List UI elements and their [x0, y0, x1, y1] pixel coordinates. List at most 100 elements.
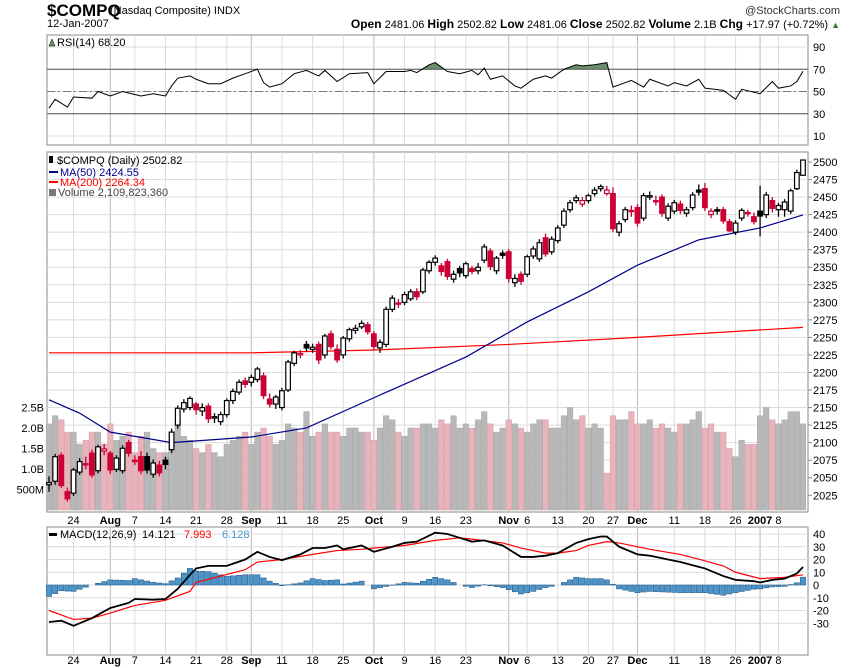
- macd-histogram-bar: [303, 580, 310, 586]
- candle-body: [58, 454, 65, 487]
- high-label: High: [427, 17, 455, 31]
- volume-bar: [242, 431, 249, 511]
- candle: [199, 403, 206, 416]
- candle: [150, 459, 157, 478]
- candle-body: [751, 216, 757, 223]
- macd-histogram-bar: [450, 582, 457, 586]
- candle: [89, 449, 95, 478]
- volume-bar: [156, 452, 163, 511]
- rsi-tick-label: 10: [813, 131, 825, 143]
- candle-body: [640, 195, 647, 219]
- volume-bar: [750, 444, 758, 511]
- candle-body: [364, 324, 371, 333]
- macd-histogram-bar: [567, 579, 573, 586]
- candle-body: [536, 242, 543, 260]
- candle-body: [346, 329, 353, 340]
- candle-body: [389, 297, 396, 310]
- candle: [487, 248, 494, 271]
- candle-body: [82, 463, 89, 466]
- date-tick-label: Oct: [365, 515, 384, 527]
- macd-histogram-bar: [211, 572, 218, 586]
- volume-tick-label: 1.5B: [21, 444, 44, 456]
- candle-body: [107, 452, 114, 471]
- candle-body: [370, 333, 377, 348]
- candle: [573, 194, 580, 204]
- price-tick-label: 2175: [813, 385, 837, 397]
- rsi-line: [48, 61, 804, 109]
- macd-legend-label: MACD(12,26,9): [60, 529, 136, 541]
- volume-bar: [444, 423, 451, 511]
- date-tick-label: 23: [460, 515, 472, 527]
- close-label: Close: [569, 17, 603, 31]
- date-tick-label: 28: [221, 655, 233, 667]
- volume-bar: [223, 444, 230, 511]
- volume-bar: [468, 427, 476, 511]
- candle-body: [236, 381, 242, 393]
- rsi-panel: [46, 34, 809, 146]
- candle-body: [193, 403, 200, 411]
- macd-histogram-bar: [793, 582, 800, 586]
- candle-body: [291, 352, 298, 364]
- high-value: 2502.82: [457, 19, 497, 31]
- price-tick-label: 2100: [813, 438, 837, 450]
- candle-body: [518, 273, 524, 282]
- volume-bar: [358, 431, 365, 511]
- volume-bar: [701, 427, 708, 511]
- rsi-tick-label: 30: [813, 109, 825, 121]
- volume-bar: [150, 448, 157, 511]
- candle: [677, 200, 684, 214]
- macd-histogram-bar: [726, 584, 733, 595]
- candle: [554, 225, 561, 244]
- candle-body: [671, 202, 678, 212]
- candle-body: [652, 199, 659, 203]
- volume-bar: [493, 431, 500, 511]
- candle: [726, 218, 733, 233]
- candle: [732, 220, 739, 235]
- candle-body: [597, 185, 604, 190]
- macd-histogram-bar: [622, 584, 629, 591]
- volume-bar: [585, 427, 592, 511]
- macd-histogram-bar: [346, 582, 353, 586]
- macd-histogram-bar: [46, 584, 52, 597]
- macd-histogram-bar: [144, 580, 150, 586]
- candle-body: [180, 402, 187, 410]
- macd-histogram-bar: [236, 575, 242, 586]
- candle-body: [744, 211, 751, 215]
- macd-histogram-bar: [591, 578, 598, 586]
- candle: [585, 193, 592, 204]
- volume-bar: [340, 435, 347, 511]
- macd-histogram-bar: [720, 584, 727, 596]
- volume-bar: [260, 427, 267, 511]
- candle: [162, 456, 169, 470]
- volume-bar: [554, 427, 561, 511]
- macd-histogram-bar: [469, 584, 475, 588]
- candle-body: [585, 195, 592, 202]
- candle: [242, 377, 249, 388]
- candle-body: [487, 250, 494, 268]
- date-tick-label: 20: [582, 515, 594, 527]
- macd-histogram-bar: [358, 580, 365, 586]
- candle-body: [223, 399, 230, 416]
- macd-histogram-bar: [340, 583, 347, 586]
- volume-bar: [113, 440, 120, 511]
- candle-body: [456, 268, 463, 274]
- macd-histogram-bar: [223, 576, 230, 586]
- candle-body: [168, 431, 175, 451]
- candle: [377, 339, 383, 353]
- volume-bar: [334, 431, 341, 511]
- candle: [775, 202, 782, 217]
- volume-bar: [793, 411, 800, 511]
- macd-histogram-bar: [683, 584, 690, 593]
- candle-body: [695, 189, 702, 193]
- date-tick-label: 6: [524, 515, 530, 527]
- date-tick-label: 8: [775, 655, 781, 667]
- macd-histogram-bar: [659, 584, 665, 593]
- candle-body: [174, 407, 181, 426]
- volume-bar: [426, 423, 433, 511]
- volume-tick-label: 2.5B: [21, 403, 44, 415]
- volume-bar: [757, 415, 764, 511]
- macd-signal-line: [48, 537, 804, 621]
- candle-body: [46, 482, 52, 486]
- candle: [787, 188, 794, 214]
- macd-histogram-bar: [334, 579, 341, 586]
